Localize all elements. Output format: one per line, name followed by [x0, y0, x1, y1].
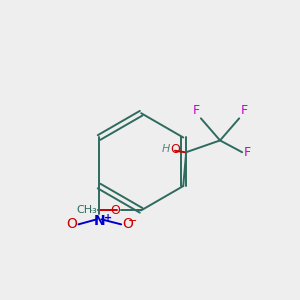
- Text: F: F: [192, 104, 200, 117]
- Text: O: O: [111, 204, 121, 217]
- Text: F: F: [244, 146, 251, 159]
- Text: O: O: [66, 217, 77, 231]
- Text: H: H: [162, 144, 170, 154]
- Text: O: O: [170, 143, 180, 156]
- Text: F: F: [241, 104, 248, 117]
- Text: methoxy: methoxy: [91, 210, 98, 211]
- Text: O: O: [122, 217, 133, 231]
- Text: +: +: [104, 213, 112, 223]
- Text: −: −: [128, 216, 137, 226]
- Text: N: N: [93, 214, 105, 228]
- Text: CH₃: CH₃: [77, 206, 98, 215]
